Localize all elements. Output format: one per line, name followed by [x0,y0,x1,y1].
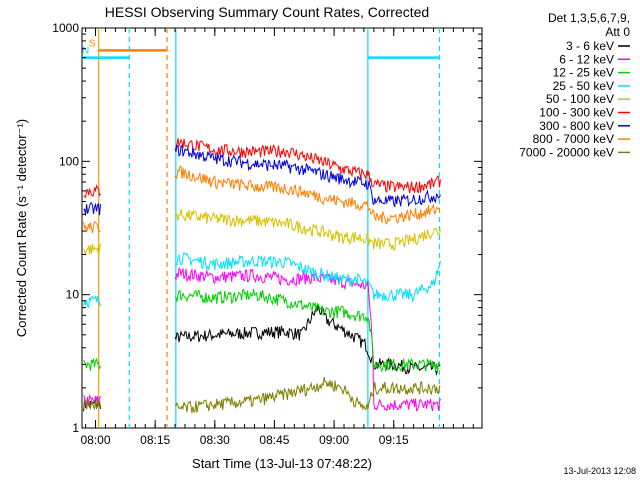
x-tick-label: 09:00 [319,433,349,447]
series-line-8 [83,165,441,234]
legend-entry-label-8: 800 - 7000 keV [533,132,614,146]
x-tick-label: 08:45 [259,433,289,447]
chart-title: HESSI Observing Summary Count Rates, Cor… [105,4,429,20]
x-tick-label: 08:15 [140,433,170,447]
series-line-9 [83,376,441,414]
indicator-label-s: S [89,38,96,49]
legend-entry-label-7: 300 - 800 keV [539,119,614,133]
y-tick-label: 100 [59,154,79,168]
series-line-7 [83,144,441,216]
y-tick-label: 10 [66,288,80,302]
y-axis-label: Corrected Count Rate (s⁻¹ detector⁻¹) [14,119,29,337]
plot-layer: SN [82,28,441,428]
legend-entry-label-4: 25 - 50 keV [553,79,614,93]
x-tick-label: 09:15 [379,433,409,447]
x-axis-label: Start Time (13-Jul-13 07:48:22) [192,456,372,471]
series-line-6 [83,138,441,199]
legend-entry-label-6: 100 - 300 keV [539,106,614,120]
plot-area [81,27,483,429]
y-tick-label: 1 [72,421,79,435]
x-tick-label: 08:30 [200,433,230,447]
x-tick-label: 08:00 [81,433,111,447]
footer-date: 13-Jul-2013 12:08 [563,466,636,476]
legend-entry-label-1: 3 - 6 keV [566,39,614,53]
legend-entry-label-2: 6 - 12 keV [559,52,614,66]
series-line-3 [83,288,441,373]
series-line-4 [83,251,441,309]
legend-header-line-2: Att 0 [605,25,630,39]
y-tick-label: 1000 [52,21,79,35]
legend-entry-label-5: 50 - 100 keV [546,92,614,106]
series-line-5 [83,208,441,256]
legend-entry-label-9: 7000 - 20000 keV [519,145,614,159]
legend-entry-label-3: 12 - 25 keV [553,66,614,80]
axes-layer: 1 10 100 1000 08:00 08:15 08:30 08:45 09:00 09:15 [52,21,482,447]
series-line-2 [83,267,441,412]
legend-header-line-1: Det 1,3,5,6,7,9, [548,11,630,25]
indicator-label-n: N [82,46,89,57]
